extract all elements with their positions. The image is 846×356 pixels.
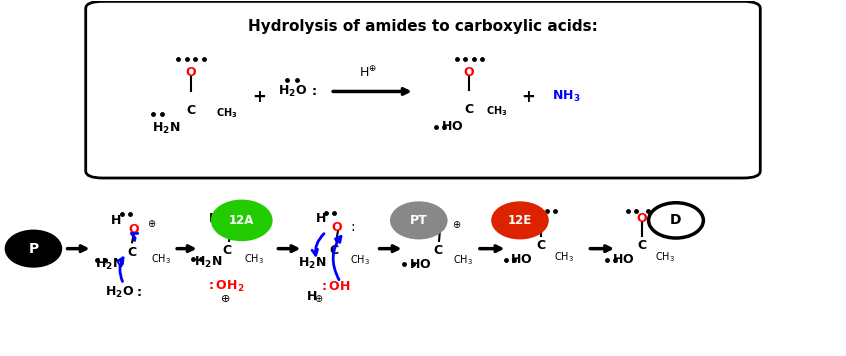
- Text: $\mathregular{C}$: $\mathregular{C}$: [536, 239, 547, 252]
- Text: $\mathregular{+}$: $\mathregular{+}$: [521, 88, 536, 106]
- Text: $\mathregular{O}$: $\mathregular{O}$: [464, 66, 475, 79]
- Ellipse shape: [492, 203, 547, 238]
- Text: $\mathregular{H_2O}$: $\mathregular{H_2O}$: [105, 285, 134, 300]
- Text: $\mathregular{H}$: $\mathregular{H}$: [417, 212, 429, 225]
- Text: $\mathregular{CH_3}$: $\mathregular{CH_3}$: [217, 106, 238, 120]
- Text: $\mathregular{C}$: $\mathregular{C}$: [222, 244, 233, 257]
- Text: $\mathregular{NH_3}$: $\mathregular{NH_3}$: [552, 89, 580, 104]
- Text: $\mathregular{O}$: $\mathregular{O}$: [185, 66, 197, 79]
- Text: 12A: 12A: [229, 214, 255, 227]
- Text: $\mathregular{C}$: $\mathregular{C}$: [127, 246, 137, 259]
- FancyBboxPatch shape: [85, 1, 761, 178]
- Ellipse shape: [6, 231, 61, 266]
- Text: $\mathregular{H_2N}$: $\mathregular{H_2N}$: [298, 256, 326, 271]
- Text: $\mathregular{:}$: $\mathregular{:}$: [134, 286, 142, 299]
- Text: $\mathregular{CH_3}$: $\mathregular{CH_3}$: [244, 252, 264, 266]
- Text: $\mathregular{+}$: $\mathregular{+}$: [251, 88, 266, 106]
- Text: $\mathregular{HO}$: $\mathregular{HO}$: [612, 253, 634, 266]
- Text: $\mathregular{H^{\oplus}}$: $\mathregular{H^{\oplus}}$: [360, 64, 377, 79]
- Text: $\mathregular{:}$: $\mathregular{:}$: [244, 221, 251, 234]
- Text: $\mathregular{\oplus}$: $\mathregular{\oplus}$: [147, 219, 157, 229]
- Ellipse shape: [212, 201, 272, 240]
- Text: $\mathregular{HO}$: $\mathregular{HO}$: [510, 253, 533, 266]
- Text: $\mathregular{H}$: $\mathregular{H}$: [315, 212, 326, 225]
- Text: $\mathregular{:OH}$: $\mathregular{:OH}$: [319, 280, 350, 293]
- Text: $\mathregular{CH_3}$: $\mathregular{CH_3}$: [151, 252, 172, 266]
- Text: D: D: [670, 213, 682, 227]
- Text: $\mathregular{\oplus}$: $\mathregular{\oplus}$: [220, 293, 230, 304]
- Text: PT: PT: [410, 214, 428, 227]
- Text: $\mathregular{H}$: $\mathregular{H}$: [208, 212, 219, 225]
- Text: $\mathregular{H}$: $\mathregular{H}$: [306, 290, 317, 303]
- Text: $\mathregular{O}$: $\mathregular{O}$: [225, 221, 237, 234]
- Text: $\mathregular{CH_3}$: $\mathregular{CH_3}$: [553, 251, 574, 265]
- Text: $\mathregular{HO}$: $\mathregular{HO}$: [409, 258, 431, 271]
- Text: 12E: 12E: [508, 214, 532, 227]
- Text: $\mathregular{CH_3}$: $\mathregular{CH_3}$: [349, 253, 370, 267]
- Text: $\mathregular{H_2N}$: $\mathregular{H_2N}$: [151, 121, 180, 136]
- Text: $\mathregular{O}$: $\mathregular{O}$: [535, 212, 547, 225]
- Text: $\mathregular{\oplus}$: $\mathregular{\oplus}$: [452, 219, 461, 230]
- Text: $\mathregular{O}$: $\mathregular{O}$: [128, 223, 140, 236]
- Text: $\mathregular{O}$: $\mathregular{O}$: [434, 221, 446, 234]
- Text: $\mathregular{H_2O}$: $\mathregular{H_2O}$: [277, 84, 307, 99]
- Ellipse shape: [392, 203, 446, 238]
- Text: $\mathregular{CH_3}$: $\mathregular{CH_3}$: [486, 104, 508, 118]
- Text: $\mathregular{C}$: $\mathregular{C}$: [329, 244, 339, 257]
- Text: $\mathregular{H_2N}$: $\mathregular{H_2N}$: [96, 257, 124, 272]
- Text: $\mathregular{C}$: $\mathregular{C}$: [637, 239, 647, 252]
- Text: $\mathregular{CH_3}$: $\mathregular{CH_3}$: [655, 251, 675, 265]
- Text: $\mathregular{C}$: $\mathregular{C}$: [464, 103, 475, 116]
- Text: $\mathregular{C}$: $\mathregular{C}$: [433, 244, 443, 257]
- Text: Hydrolysis of amides to carboxylic acids:: Hydrolysis of amides to carboxylic acids…: [248, 19, 598, 33]
- Text: $\mathregular{O}$: $\mathregular{O}$: [636, 212, 648, 225]
- Ellipse shape: [649, 203, 703, 238]
- Text: $\mathregular{\oplus}$: $\mathregular{\oplus}$: [314, 293, 323, 304]
- Text: P: P: [28, 242, 39, 256]
- Text: $\mathregular{O}$: $\mathregular{O}$: [331, 221, 343, 234]
- Text: $\mathregular{:}$: $\mathregular{:}$: [310, 85, 317, 98]
- Text: $\mathregular{H}$: $\mathregular{H}$: [110, 214, 121, 227]
- Text: $\mathregular{H_2N}$: $\mathregular{H_2N}$: [194, 255, 222, 270]
- Text: $\mathregular{HO}$: $\mathregular{HO}$: [442, 120, 464, 133]
- Text: $\mathregular{CH_3}$: $\mathregular{CH_3}$: [453, 253, 473, 267]
- Text: $\mathregular{:OH_2}$: $\mathregular{:OH_2}$: [206, 279, 244, 294]
- Text: $\mathregular{:}$: $\mathregular{:}$: [349, 220, 356, 235]
- Text: $\mathregular{C}$: $\mathregular{C}$: [186, 104, 196, 117]
